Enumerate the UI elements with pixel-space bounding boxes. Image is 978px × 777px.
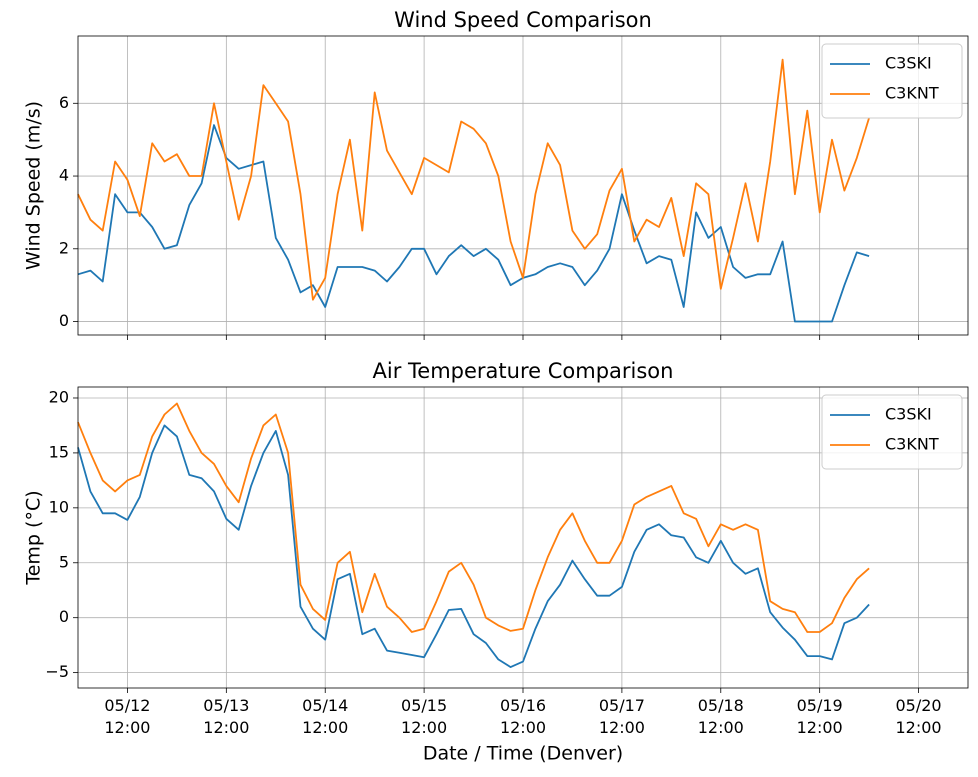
x-tick-label: 05/19 12:00 <box>797 696 843 737</box>
y-tick-label: 20 <box>49 387 69 406</box>
y-tick-label: 0 <box>59 311 69 330</box>
legend-label: C3KNT <box>885 84 939 103</box>
chart-title: Wind Speed Comparison <box>394 8 652 32</box>
y-tick-label: 4 <box>59 166 69 185</box>
legend-box <box>821 394 963 470</box>
x-tick-label: 05/18 12:00 <box>698 696 744 737</box>
chart-title: Air Temperature Comparison <box>373 359 674 383</box>
legend-label: C3SKI <box>885 405 932 424</box>
x-tick-label: 05/17 12:00 <box>599 696 645 737</box>
x-axis-label: Date / Time (Denver) <box>423 743 623 765</box>
data-line <box>77 58 870 301</box>
x-tick-label: 05/16 12:00 <box>500 696 546 737</box>
y-tick-label: 15 <box>49 442 69 461</box>
legend-label: C3SKI <box>885 54 932 73</box>
data-line <box>77 124 870 323</box>
y-tick-label: 10 <box>49 497 69 516</box>
y-tick-label: −5 <box>45 662 69 681</box>
legend-label: C3KNT <box>885 435 939 454</box>
data-line <box>77 424 870 668</box>
y-tick-label: 6 <box>59 93 69 112</box>
plot-frame <box>77 35 969 336</box>
y-tick-label: 2 <box>59 238 69 257</box>
x-tick-label: 05/13 12:00 <box>203 696 249 737</box>
y-axis-label: Wind Speed (m/s) <box>23 101 45 270</box>
data-line <box>77 402 870 633</box>
legend-box <box>821 43 963 119</box>
y-tick-label: 0 <box>59 607 69 626</box>
y-tick-label: 5 <box>59 552 69 571</box>
x-tick-label: 05/14 12:00 <box>302 696 348 737</box>
x-tick-label: 05/12 12:00 <box>104 696 150 737</box>
x-tick-label: 05/15 12:00 <box>401 696 447 737</box>
y-axis-label: Temp (°C) <box>23 490 45 585</box>
plot-frame <box>77 386 969 689</box>
x-tick-label: 05/20 12:00 <box>896 696 942 737</box>
